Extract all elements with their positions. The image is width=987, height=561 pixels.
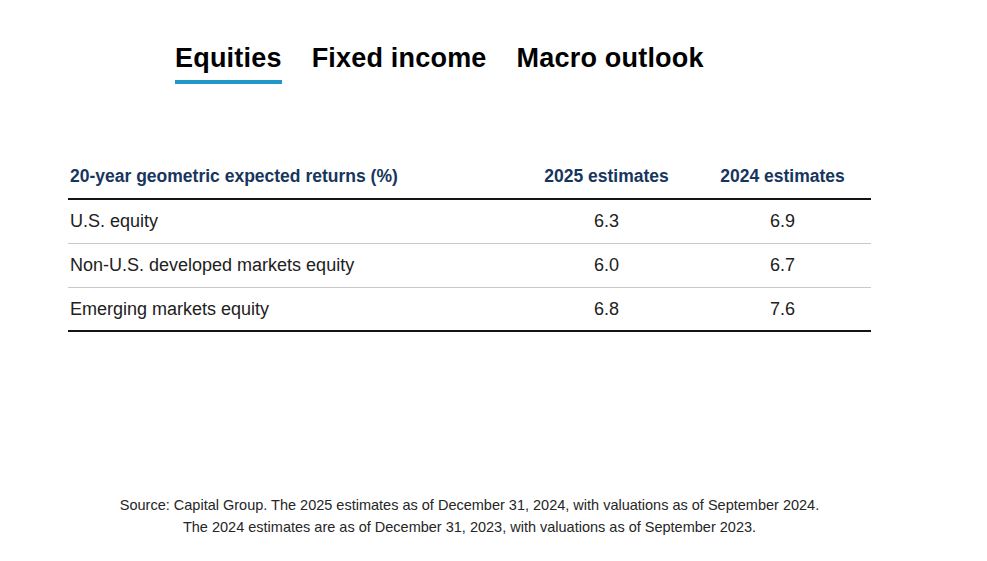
source-note-line1: Source: Capital Group. The 2025 estimate… bbox=[68, 495, 871, 517]
cell-2024-value: 6.9 bbox=[694, 211, 871, 232]
table-row: Emerging markets equity 6.8 7.6 bbox=[68, 288, 871, 332]
tab-macro-outlook-label: Macro outlook bbox=[517, 43, 704, 73]
row-label: U.S. equity bbox=[68, 211, 519, 232]
table-row: Non-U.S. developed markets equity 6.0 6.… bbox=[68, 244, 871, 288]
expected-returns-table: 20-year geometric expected returns (%) 2… bbox=[68, 166, 871, 332]
cell-2025-value: 6.8 bbox=[519, 299, 694, 320]
table-row: U.S. equity 6.3 6.9 bbox=[68, 200, 871, 244]
source-note-line2: The 2024 estimates are as of December 31… bbox=[68, 517, 871, 539]
column-header-2025-estimates: 2025 estimates bbox=[519, 166, 694, 187]
section-tabs: Equities Fixed income Macro outlook bbox=[175, 44, 704, 84]
tab-fixed-income[interactable]: Fixed income bbox=[312, 44, 487, 84]
tab-equities[interactable]: Equities bbox=[175, 44, 282, 84]
cell-2025-value: 6.3 bbox=[519, 211, 694, 232]
tab-equities-label: Equities bbox=[175, 43, 282, 73]
table-header-row: 20-year geometric expected returns (%) 2… bbox=[68, 166, 871, 200]
row-label: Emerging markets equity bbox=[68, 299, 519, 320]
tab-fixed-income-label: Fixed income bbox=[312, 43, 487, 73]
row-label: Non-U.S. developed markets equity bbox=[68, 255, 519, 276]
cell-2024-value: 7.6 bbox=[694, 299, 871, 320]
cell-2024-value: 6.7 bbox=[694, 255, 871, 276]
source-note: Source: Capital Group. The 2025 estimate… bbox=[68, 495, 871, 538]
tab-macro-outlook[interactable]: Macro outlook bbox=[517, 44, 704, 84]
cell-2025-value: 6.0 bbox=[519, 255, 694, 276]
table-title: 20-year geometric expected returns (%) bbox=[68, 166, 519, 187]
column-header-2024-estimates: 2024 estimates bbox=[694, 166, 871, 187]
